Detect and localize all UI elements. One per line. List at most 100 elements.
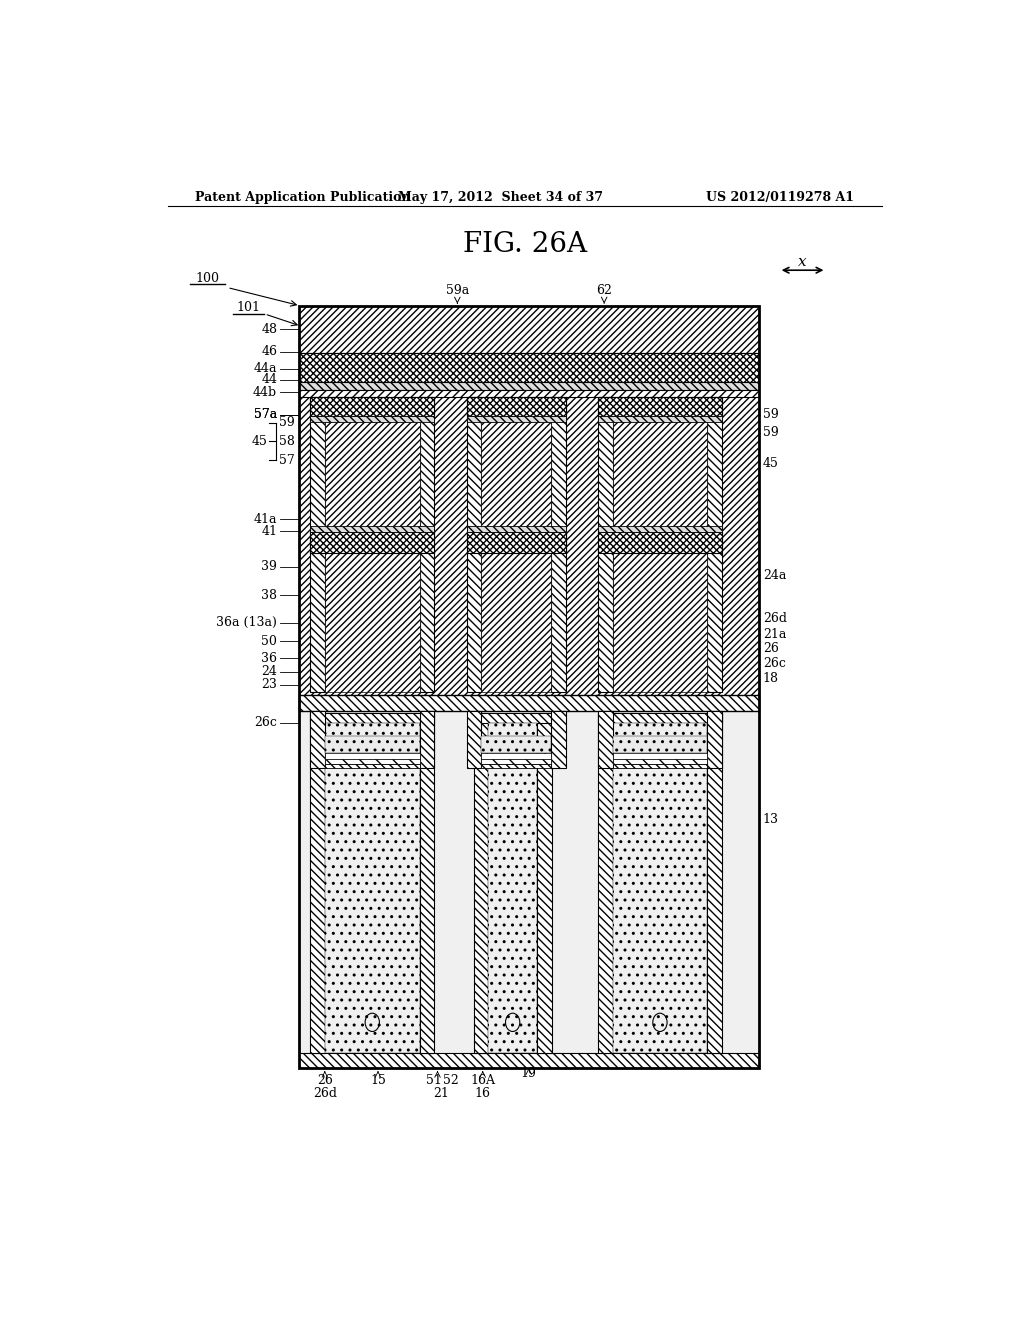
Bar [473,713,552,722]
Bar [612,754,708,759]
Bar [598,713,612,1053]
Text: 44: 44 [261,374,278,387]
Text: 101: 101 [237,301,261,314]
Bar [467,525,565,532]
Bar [310,397,434,416]
Bar [325,764,420,768]
Text: 13: 13 [763,813,779,825]
Bar [467,532,565,553]
Bar [481,764,551,768]
Bar [481,737,551,754]
Text: 44b: 44b [253,385,278,399]
Bar [598,525,722,532]
Bar [488,722,537,1053]
Text: 59a: 59a [445,284,469,297]
Bar [612,722,708,1053]
Bar [612,759,708,764]
Bar [325,759,420,764]
Bar [467,397,565,416]
Bar [310,713,325,1053]
Text: 46: 46 [261,345,278,358]
Text: 26d: 26d [312,1086,337,1100]
Bar [325,397,420,692]
Bar [299,389,759,397]
Text: 57a: 57a [254,408,278,421]
Text: 59: 59 [763,426,778,440]
Bar [310,713,434,722]
Bar [612,764,708,768]
Bar [612,737,708,754]
Bar [551,711,565,768]
Bar [420,711,434,768]
Text: FIG. 26A: FIG. 26A [463,231,587,259]
Bar [467,416,565,422]
Bar [467,711,481,768]
Text: 41: 41 [261,525,278,539]
Text: US 2012/0119278 A1: US 2012/0119278 A1 [707,190,854,203]
Text: 38: 38 [261,589,278,602]
Bar [325,754,420,759]
Bar [467,397,481,692]
Text: 58: 58 [279,436,295,447]
Text: 19: 19 [521,1067,537,1080]
Bar [310,532,434,553]
Text: 26c: 26c [254,715,278,729]
Bar [299,1053,759,1068]
Text: 26: 26 [763,642,779,655]
Text: 36a (13a): 36a (13a) [216,616,278,630]
Bar [299,397,759,694]
Text: 15: 15 [370,1073,386,1086]
Text: 44a: 44a [254,362,278,375]
Text: 41a: 41a [254,512,278,525]
Text: 45: 45 [252,436,267,447]
Bar [299,381,759,389]
Bar [537,713,552,1053]
Bar [310,525,434,532]
Bar [598,397,612,692]
Bar [310,416,434,422]
Bar [708,713,722,1053]
Bar [299,694,759,711]
Text: May 17, 2012  Sheet 34 of 37: May 17, 2012 Sheet 34 of 37 [398,190,603,203]
Text: 51: 51 [426,1073,441,1086]
Text: 100: 100 [196,272,219,285]
Bar [420,397,434,692]
Bar [708,711,722,768]
Bar [481,759,551,764]
Bar [420,713,434,1053]
Text: 26d: 26d [763,612,786,626]
Bar [325,722,420,1053]
Bar [551,397,565,692]
Text: 16A: 16A [470,1073,496,1086]
Text: 16: 16 [475,1086,490,1100]
Text: 39: 39 [261,561,278,573]
Bar [598,532,722,553]
Bar [310,397,325,692]
Bar [598,711,612,768]
Bar [598,713,722,722]
Bar [598,397,722,416]
Text: 59: 59 [279,416,295,429]
Bar [299,711,759,1068]
Text: 24a: 24a [763,569,786,582]
Bar [612,397,708,692]
Text: 45: 45 [763,457,779,470]
Text: 26: 26 [316,1073,333,1086]
Bar [598,416,722,422]
Bar [708,397,722,692]
Text: 21: 21 [433,1086,450,1100]
Text: 18: 18 [763,672,779,685]
Bar [299,306,759,1068]
Text: 26c: 26c [763,657,785,671]
Text: 59: 59 [763,408,778,421]
Bar [299,352,759,381]
Text: Patent Application Publication: Patent Application Publication [196,190,411,203]
Bar [325,737,420,754]
Text: 48: 48 [261,322,278,335]
Text: 57: 57 [279,454,295,467]
Bar [481,754,551,759]
Text: 23: 23 [261,678,278,692]
Text: x: x [799,255,807,269]
Text: 57a: 57a [254,408,278,421]
Bar [299,306,759,1068]
